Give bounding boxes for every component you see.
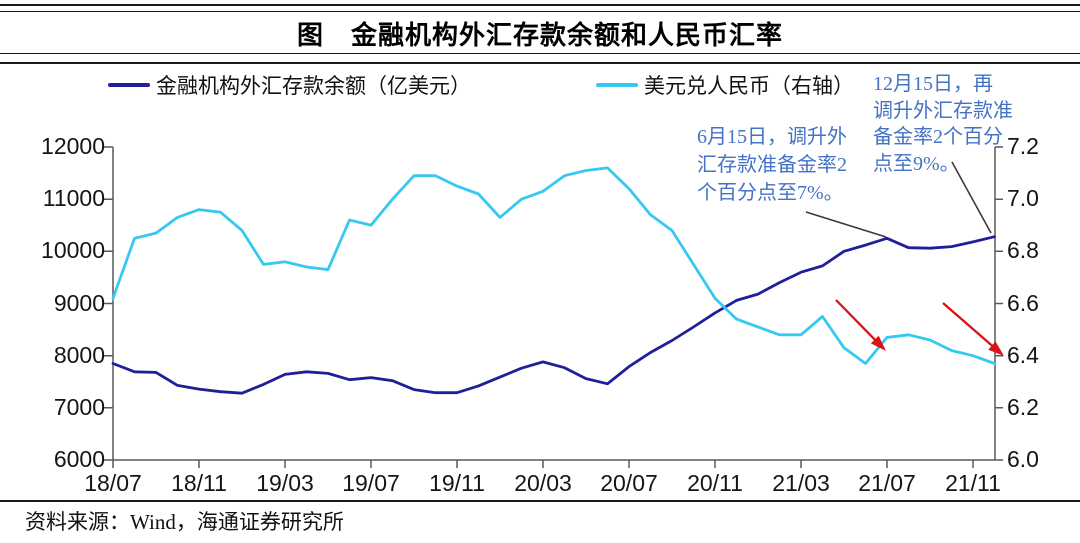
legend-item-deposits: 金融机构外汇存款余额（亿美元） — [108, 70, 471, 100]
annotation-dec15-rrr-hike: 12月15日，再 调升外汇存款准 备金率2个百分 点至9%。 — [873, 73, 1013, 175]
y-axis-label-right: 6.0 — [1007, 446, 1039, 472]
title-bottom-rule-thick — [0, 62, 1080, 64]
top-rule-thick — [0, 4, 1080, 7]
red-arrow-head-2 — [988, 341, 1004, 356]
x-axis-label: 18/07 — [84, 470, 142, 496]
y-axis-label-left: 12000 — [41, 133, 105, 159]
top-rule-thin — [0, 10, 1080, 12]
legend-label-deposits: 金融机构外汇存款余额（亿美元） — [156, 74, 471, 98]
red-arrow-shaft-1 — [835, 299, 879, 344]
y-axis-label-left: 8000 — [53, 341, 105, 368]
x-axis-label: 21/03 — [772, 470, 830, 496]
legend-label-usdcny: 美元兑人民币（右轴） — [644, 74, 854, 98]
x-axis-label: 20/07 — [600, 470, 658, 496]
y-axis-label-left: 9000 — [53, 289, 105, 316]
footer-rule — [0, 500, 1080, 503]
figure-title: 图 金融机构外汇存款余额和人民币汇率 — [296, 21, 783, 50]
x-axis-label: 19/07 — [342, 470, 400, 496]
annotation-callout-line-2 — [951, 161, 992, 234]
x-axis-label: 19/03 — [256, 470, 314, 496]
legend-swatch-deposits-line — [108, 83, 150, 87]
y-axis-label-right: 6.8 — [1007, 237, 1039, 264]
legend-item-usdcny: 美元兑人民币（右轴） — [596, 70, 854, 100]
deposit-balance-line — [111, 235, 996, 395]
x-axis-label: 19/11 — [429, 470, 485, 496]
x-axis-label: 20/03 — [514, 470, 572, 496]
x-axis-label: 20/11 — [687, 470, 743, 496]
title-bottom-rule-thin — [0, 52, 1080, 54]
x-axis-label: 21/11 — [945, 470, 1001, 496]
y-axis-label-right: 7.0 — [1007, 185, 1039, 212]
y-axis-label-right: 6.2 — [1007, 393, 1039, 420]
red-arrow-shaft-2 — [942, 302, 996, 349]
y-axis-label-left: 7000 — [53, 393, 105, 420]
annotation-jun15-rrr-hike: 6月15日，调升外 汇存款准备金率2 个百分点至7%。 — [697, 126, 847, 204]
y-axis-label-right: 6.4 — [1007, 341, 1039, 368]
red-arrow-head-1 — [870, 335, 886, 351]
x-axis-label: 21/07 — [858, 470, 916, 496]
y-axis-label-left: 11000 — [42, 185, 105, 212]
source-note: 资料来源：Wind，海通证券研究所 — [25, 510, 344, 534]
legend-swatch-usdcny-line — [596, 83, 638, 87]
x-axis-label: 18/11 — [171, 470, 227, 496]
legend: 金融机构外汇存款余额（亿美元） 美元兑人民币（右轴） — [0, 70, 1080, 100]
annotation-callout-line-1 — [805, 211, 887, 238]
y-axis-label-left: 10000 — [41, 237, 105, 264]
y-axis-label-right: 6.6 — [1007, 289, 1039, 316]
y-axis-label-right: 7.2 — [1007, 133, 1039, 159]
y-axis-label-left: 6000 — [53, 446, 105, 472]
usdcny-line — [111, 166, 996, 365]
